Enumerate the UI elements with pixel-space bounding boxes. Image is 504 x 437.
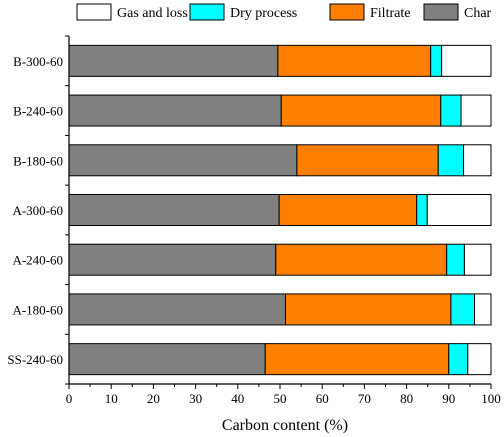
bar-row-a-300-60 (68, 194, 492, 226)
legend-swatch (329, 3, 365, 21)
legend-swatch (189, 3, 225, 21)
x-tick-label: 80 (400, 391, 413, 406)
x-tick-label: 0 (66, 391, 73, 406)
x-axis-label: Carbon content (%) (222, 417, 348, 434)
bar-b-240-60-filtrate (280, 94, 442, 127)
legend-swatch (76, 3, 112, 21)
x-tick-label: 90 (442, 391, 455, 406)
bar-ss-240-60-dry-process (448, 343, 469, 376)
x-tick-label: 60 (316, 391, 329, 406)
bar-b-240-60-char (68, 94, 282, 127)
legend-label: Filtrate (370, 6, 410, 21)
x-tick-label: 10 (105, 391, 118, 406)
bar-row-b-240-60 (68, 94, 492, 127)
bar-b-240-60-dry-process (440, 94, 462, 127)
bar-ss-240-60-gas-and-loss (467, 343, 492, 376)
bar-a-300-60-gas-and-loss (426, 194, 492, 226)
bar-b-300-60-filtrate (277, 44, 432, 77)
y-tick-label: B-240-60 (13, 104, 63, 119)
bar-ss-240-60-filtrate (264, 343, 450, 376)
legend-label: Dry process (230, 6, 297, 21)
x-tick-label: 70 (358, 391, 371, 406)
bar-a-300-60-char (68, 194, 280, 226)
y-tick-label: A-180-60 (12, 302, 63, 317)
bar-ss-240-60-char (68, 343, 266, 376)
bar-row-b-180-60 (68, 144, 492, 177)
legend: Gas and loss Dry process Filtrate Char (76, 3, 492, 21)
bar-b-300-60-gas-and-loss (441, 44, 492, 77)
bar-b-300-60-dry-process (430, 44, 443, 77)
bar-row-b-300-60 (68, 44, 492, 77)
y-tick-label: A-240-60 (12, 253, 63, 268)
legend-item-filtrate: Filtrate (329, 3, 410, 21)
bar-b-180-60-filtrate (296, 144, 439, 177)
bar-b-240-60-gas-and-loss (460, 94, 492, 127)
legend-swatch (423, 3, 459, 21)
legend-label: Char (464, 6, 492, 21)
bar-a-180-60-char (68, 293, 286, 326)
x-tick-label: 40 (231, 391, 244, 406)
y-tick-label: B-300-60 (13, 54, 63, 69)
bar-a-180-60-dry-process (450, 293, 476, 326)
y-tick-label: B-180-60 (13, 153, 63, 168)
bar-b-180-60-gas-and-loss (463, 144, 492, 177)
bar-b-180-60-dry-process (437, 144, 465, 177)
axes: B-300-60 B-240-60 B-180-60 A-300-60 A-240-60… (7, 35, 501, 406)
bar-a-180-60-gas-and-loss (474, 293, 492, 326)
bar-a-300-60-dry-process (416, 194, 428, 226)
bar-a-300-60-filtrate (278, 194, 418, 226)
bar-row-ss-240-60 (68, 343, 492, 376)
bar-b-300-60-char (68, 44, 279, 77)
bar-a-240-60-char (68, 243, 277, 276)
legend-label: Gas and loss (117, 6, 188, 21)
legend-item-dry-process: Dry process (189, 3, 297, 21)
bar-a-240-60-gas-and-loss (463, 243, 492, 276)
y-tick-label: A-300-60 (12, 203, 63, 218)
x-tick-label: 100 (481, 391, 501, 406)
x-tick-label: 50 (274, 391, 287, 406)
bars (68, 44, 492, 376)
x-tick-label: 30 (189, 391, 202, 406)
bar-a-240-60-dry-process (446, 243, 465, 276)
bar-a-180-60-filtrate (284, 293, 452, 326)
bar-a-240-60-filtrate (275, 243, 448, 276)
y-tick-label: SS-240-60 (7, 352, 63, 367)
x-tick-label: 20 (147, 391, 160, 406)
legend-item-gas-and-loss: Gas and loss (76, 3, 188, 21)
bar-b-180-60-char (68, 144, 298, 177)
legend-item-char: Char (423, 3, 492, 21)
bar-row-a-180-60 (68, 293, 492, 326)
bar-row-a-240-60 (68, 243, 492, 276)
